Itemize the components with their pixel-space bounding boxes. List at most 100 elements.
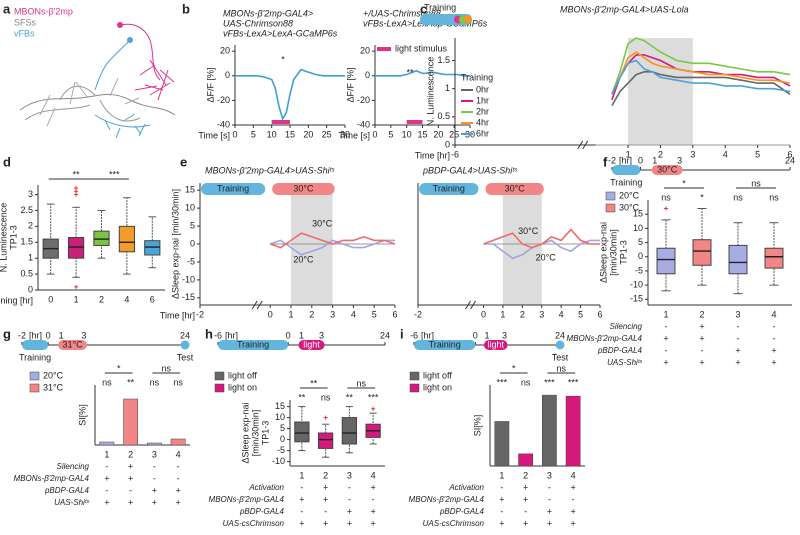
timeline-tick-label: 3 [502,330,507,340]
box [692,239,712,266]
significance-label: ns [521,377,531,387]
legend-label: 1hr [476,95,489,105]
genotype-mark: + [175,485,180,495]
x-tick-label: 3 [690,149,695,159]
y-tick-label: 5 [190,220,195,230]
x-tick-label: 4 [351,309,356,319]
training-pill [419,183,479,195]
genotype-label: MBONs-β'2mp-GAL4 [209,495,285,504]
genotype-mark: - [773,333,776,343]
genotype-mark: - [105,461,108,471]
chart-title: MBONs-β'2mp-GAL4>UAS-Lola [560,4,689,14]
genotype-label: UAS-Shiᵗˢ [54,498,89,507]
genotype-mark: - [548,494,551,504]
y-tick-label: -15 [182,292,195,302]
y-tick-label: 0 [28,284,33,294]
genotype-mark: + [323,494,328,504]
stimulus-label: light [488,339,505,349]
y-tick-label: 0 [280,434,285,444]
timeline-tick-label: -2 [608,155,616,165]
x-tick-label: 6 [787,149,792,159]
y-axis-label: TP1-3 [8,225,18,250]
shaded-interval [628,38,693,145]
x-tick-label: 2 [658,149,663,159]
x-tick-label: 5 [388,129,393,139]
x-tick-label: 2 [699,309,704,319]
genotype-mark: + [699,321,704,331]
panel-letter: a [3,1,11,16]
genotype-mark: + [323,518,328,528]
x-axis-label: Time [hr] [415,150,450,160]
temperature-pill [272,183,335,195]
x-tick-label: 4 [771,309,776,319]
genotype-mark: + [523,482,528,492]
y-tick-label: -5 [187,256,195,266]
series-line [235,68,345,121]
genotype-mark: - [153,461,156,471]
bar [99,441,115,446]
outlier [323,415,328,420]
x-tick-label: 5 [578,309,583,319]
neuron-sfs [24,85,141,122]
y-axis-label: ΔF/F [%] [345,67,355,102]
timeline-unit: [hr] [619,155,632,165]
genotype-mark: + [499,494,504,504]
genotype-mark: + [347,518,352,528]
significance-label: *** [568,377,579,387]
x-tick-label: 0 [481,309,486,319]
genotype-mark: + [152,497,157,507]
y-tick-label: 0.5 [437,111,450,121]
y-axis-label: N. Luminescence [425,57,435,127]
training-label: Training [237,339,269,349]
y-axis-label: TP1-3 [260,421,270,446]
box [67,237,85,259]
genotype-mark: - [665,345,668,355]
legend-label: 2hr [476,106,489,116]
y-tick-label: -10 [182,274,195,284]
series-line [611,71,791,106]
y-tick-label: 5 [638,237,643,247]
series-line [269,239,395,256]
x-tick-label: 5 [251,129,256,139]
genotype-mark: + [175,497,180,507]
genotype-mark: + [347,506,352,516]
genotype-mark: + [523,494,528,504]
y-tick-label: 0 [638,251,643,261]
neuron-mbon [119,23,175,101]
timeline-tick-label: 24 [785,155,795,165]
y-tick-label: -15 [630,294,643,304]
genotype-mark: + [547,506,552,516]
stimulus-pill [58,340,87,350]
x-tick-label: 15 [417,129,427,139]
y-axis-label: N. Luminescence [0,203,8,273]
significance-label: * [700,192,704,202]
x-tick-label: -2 [414,309,422,319]
y-tick-label: 10 [275,412,285,422]
legend-label: light on [228,382,257,392]
x-tick-label: 6 [597,309,602,319]
x-tick-label: 2 [309,309,314,319]
bracket-label: * [682,178,686,188]
x-tick-label: 4 [723,149,728,159]
y-axis-label: [min/30min] [608,229,618,276]
bracket-label: * [512,363,516,373]
timeline-tick-label: 1 [652,155,657,165]
x-tick-label: -2 [196,309,204,319]
genotype-label: UAS-Shiᵗˢ [607,358,642,367]
legend-label: 30°C [619,202,640,212]
training-label: Training [429,339,461,349]
y-tick-label: 2 [28,221,33,231]
significance-label: ns [150,377,160,387]
genotype-label: MBONs-β'2mp-GAL4 [567,334,643,343]
genotype-mark: + [128,461,133,471]
x-tick-label: 3 [347,470,352,480]
x-tick-label: 1 [288,309,293,319]
genotype-mark: + [370,482,375,492]
genotype-mark: - [300,482,303,492]
outlier [371,406,376,411]
pill-dot [464,15,472,24]
neuron-vfb [94,113,151,139]
legend-swatch [29,383,40,393]
genotype-mark: - [177,473,180,483]
training-label: Training [610,177,642,187]
